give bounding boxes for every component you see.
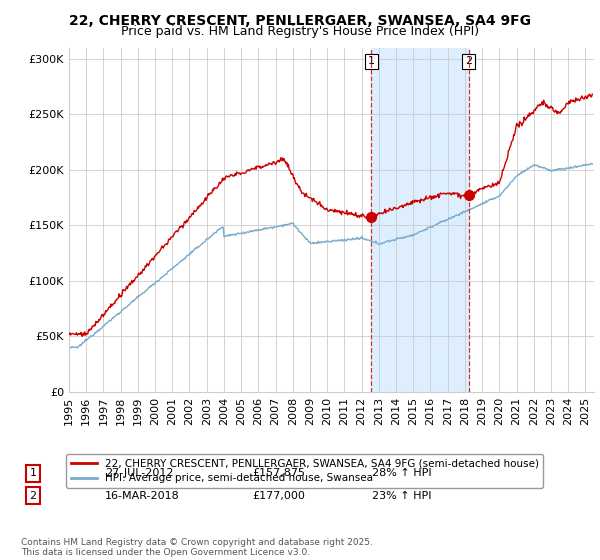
Text: 2: 2	[465, 57, 472, 67]
Text: 2: 2	[29, 491, 37, 501]
Text: £157,875: £157,875	[252, 468, 305, 478]
Legend: 22, CHERRY CRESCENT, PENLLERGAER, SWANSEA, SA4 9FG (semi-detached house), HPI: A: 22, CHERRY CRESCENT, PENLLERGAER, SWANSE…	[67, 454, 543, 488]
Text: £177,000: £177,000	[252, 491, 305, 501]
Text: 1: 1	[368, 57, 375, 67]
Text: Contains HM Land Registry data © Crown copyright and database right 2025.
This d: Contains HM Land Registry data © Crown c…	[21, 538, 373, 557]
Text: 16-MAR-2018: 16-MAR-2018	[105, 491, 180, 501]
Text: Price paid vs. HM Land Registry's House Price Index (HPI): Price paid vs. HM Land Registry's House …	[121, 25, 479, 38]
Text: 23% ↑ HPI: 23% ↑ HPI	[372, 491, 431, 501]
Text: 28% ↑ HPI: 28% ↑ HPI	[372, 468, 431, 478]
Bar	[371, 48, 469, 392]
Text: 27-JUL-2012: 27-JUL-2012	[105, 468, 173, 478]
Text: 22, CHERRY CRESCENT, PENLLERGAER, SWANSEA, SA4 9FG: 22, CHERRY CRESCENT, PENLLERGAER, SWANSE…	[69, 14, 531, 28]
Text: 1: 1	[29, 468, 37, 478]
